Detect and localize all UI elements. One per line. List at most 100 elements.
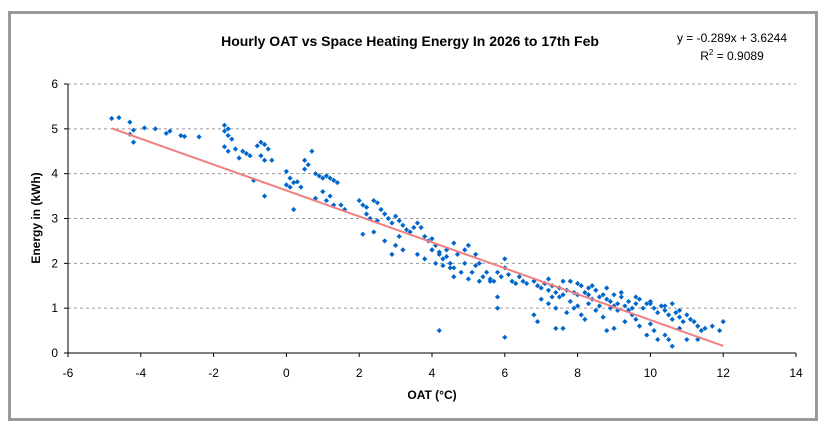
gridlines (68, 83, 796, 309)
x-tick-label: 6 (501, 366, 508, 380)
data-point (429, 236, 435, 242)
data-point (618, 289, 624, 296)
y-tick-label: 3 (51, 212, 58, 226)
data-point (462, 260, 468, 266)
data-point (709, 323, 715, 329)
data-point (243, 150, 249, 157)
data-point (600, 314, 606, 320)
data-point (298, 184, 304, 190)
y-tick-label: 5 (51, 122, 58, 136)
data-point (640, 305, 646, 311)
data-point (698, 327, 704, 334)
data-point (429, 247, 435, 253)
data-point (494, 305, 501, 311)
data-point (385, 215, 391, 222)
data-point (571, 305, 577, 311)
data-point (604, 296, 610, 302)
data-point (312, 171, 319, 177)
data-point (720, 319, 726, 325)
data-point (302, 157, 308, 163)
data-point (585, 285, 592, 291)
data-point (294, 179, 300, 185)
data-point (454, 251, 461, 257)
data-point (582, 316, 588, 322)
data-point (553, 289, 559, 296)
data-point (240, 148, 246, 154)
data-point (327, 193, 333, 199)
data-point (414, 220, 421, 226)
data-point (662, 307, 668, 314)
data-point (393, 242, 399, 248)
data-point (604, 285, 610, 291)
data-point (545, 301, 552, 307)
data-point (662, 332, 668, 338)
data-point (130, 127, 137, 133)
data-point (283, 182, 289, 188)
data-point (476, 260, 482, 266)
data-point (484, 269, 490, 275)
data-point (229, 136, 235, 142)
data-point (462, 247, 468, 253)
data-point (531, 278, 537, 284)
data-point (578, 312, 584, 318)
data-point (680, 319, 686, 325)
data-point (443, 254, 450, 260)
data-point (673, 310, 679, 316)
data-point (622, 319, 628, 325)
data-point (334, 180, 340, 186)
data-point (287, 175, 293, 181)
data-point (676, 307, 683, 314)
data-point (549, 294, 555, 300)
data-point (400, 247, 406, 253)
data-point (502, 334, 508, 340)
data-point (291, 206, 297, 213)
data-point (261, 157, 268, 163)
data-point (247, 153, 253, 159)
data-point (130, 139, 137, 145)
data-point (407, 229, 413, 235)
y-tick-label: 2 (51, 256, 58, 270)
data-point (473, 251, 479, 257)
data-point (556, 294, 562, 300)
y-tick-label: 4 (51, 167, 58, 181)
data-point (593, 307, 599, 314)
data-point (545, 276, 552, 282)
data-point (436, 327, 442, 334)
data-point (127, 119, 133, 125)
data-point (647, 321, 653, 327)
data-point (440, 256, 446, 262)
data-point (382, 238, 388, 244)
x-tick-label: 0 (283, 366, 290, 380)
data-point (436, 251, 442, 257)
data-point (669, 343, 675, 349)
data-point (538, 285, 544, 291)
data-point (371, 197, 377, 204)
data-point (458, 269, 464, 275)
r-squared-label: R2 = 0.9089 (700, 48, 764, 63)
data-point (575, 280, 581, 287)
data-point (633, 301, 639, 307)
data-point (607, 298, 613, 305)
data-point (451, 265, 457, 271)
data-point (655, 336, 661, 343)
data-point (669, 316, 675, 322)
data-point (491, 278, 497, 284)
data-point (524, 280, 530, 287)
data-point (396, 218, 402, 224)
data-point (465, 242, 471, 248)
data-point (331, 202, 337, 208)
data-point (389, 251, 395, 257)
data-point (269, 157, 275, 163)
data-point (516, 274, 522, 280)
data-point (116, 115, 122, 121)
y-tick-label: 6 (51, 77, 58, 91)
data-point (647, 298, 653, 305)
data-point (534, 319, 541, 325)
data-point (331, 177, 337, 183)
data-point (338, 202, 344, 208)
data-point (465, 276, 471, 282)
data-point (196, 134, 202, 140)
data-point (447, 265, 453, 271)
